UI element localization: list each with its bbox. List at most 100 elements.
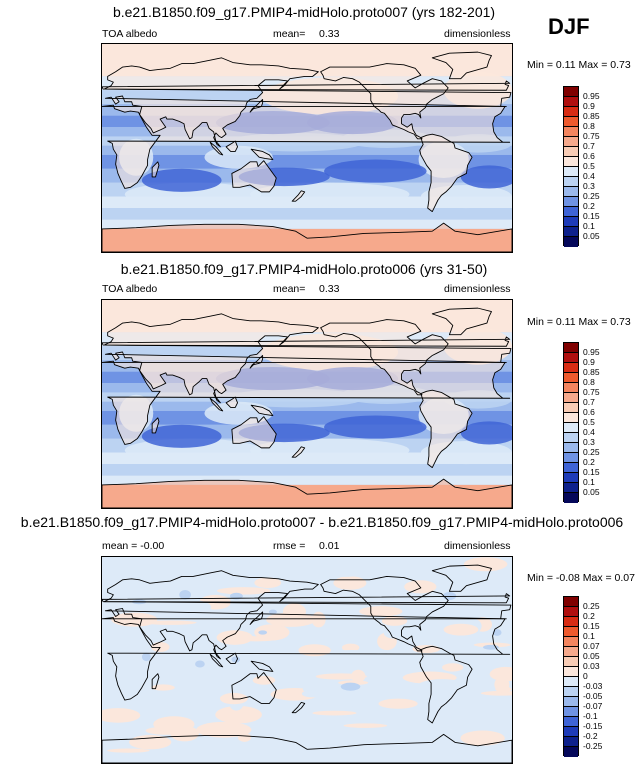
- colorbar-tick-label: 0.4: [583, 427, 595, 437]
- colorbar-swatch: [564, 343, 578, 353]
- land-antarctica: [102, 223, 512, 252]
- coastline-uk: [102, 336, 511, 347]
- colorbar-tick-label: 0.75: [583, 131, 600, 141]
- difference-patch: [231, 656, 240, 663]
- difference-patch: [102, 708, 141, 723]
- coastline-australia: [231, 160, 277, 193]
- land-south-america: [419, 134, 473, 212]
- coastline-australia: [231, 672, 277, 704]
- land-new-guinea: [251, 149, 273, 160]
- colorbar-swatch: [564, 373, 578, 383]
- difference-patch: [326, 650, 377, 657]
- colorbar-swatch: [564, 637, 578, 647]
- colorbar-tick-label: 0.3: [583, 181, 595, 191]
- colorbar-swatch: [564, 453, 578, 463]
- difference-patch: [494, 676, 510, 693]
- difference-patch: [216, 630, 253, 645]
- colorbar-swatch: [564, 177, 578, 187]
- colorbar-tick-label: 0.7: [583, 141, 595, 151]
- colorbar-tick-label: -0.03: [583, 681, 603, 691]
- difference-patch: [153, 716, 195, 733]
- coastline-borneo: [225, 396, 238, 408]
- colorbar-swatch: [564, 433, 578, 443]
- albedo-patch: [460, 165, 512, 189]
- colorbar-swatch: [564, 687, 578, 697]
- colorbar-swatch: [564, 463, 578, 473]
- colorbar-tick-label: 0.2: [583, 201, 595, 211]
- panel-3-range-text: Min = -0.08 Max = 0.07: [527, 572, 635, 584]
- colorbar-tick-label: 0.15: [583, 211, 600, 221]
- difference-patch: [343, 723, 388, 728]
- difference-patch: [372, 649, 397, 667]
- colorbar-swatch: [564, 97, 578, 107]
- difference-patch: [107, 748, 150, 753]
- colorbar-tick-label: 0: [583, 671, 588, 681]
- colorbar-swatch: [564, 483, 578, 493]
- colorbar-swatch: [564, 423, 578, 433]
- land-greenland: [432, 52, 492, 79]
- panel-2-variable-label: TOA albedo: [102, 283, 158, 295]
- colorbar-box: [563, 342, 579, 503]
- coastline-antarctica: [102, 478, 512, 508]
- colorbar-tick-label: 0.1: [583, 631, 595, 641]
- colorbar-tick-label: 0.6: [583, 151, 595, 161]
- colorbar-swatch: [564, 137, 578, 147]
- panel-2-units-label: dimensionless: [444, 283, 511, 295]
- coastline-sumatra: [209, 653, 224, 668]
- colorbar-swatch: [564, 677, 578, 687]
- coastline-uk: [102, 80, 511, 91]
- difference-patch: [492, 629, 502, 636]
- albedo-patch: [250, 438, 410, 462]
- difference-patch: [254, 577, 282, 589]
- colorbar-swatch: [564, 493, 578, 503]
- land-greenland: [432, 308, 492, 335]
- coastline-eurasia: [103, 570, 512, 660]
- colorbar-tick-label: 0.5: [583, 417, 595, 427]
- difference-patch: [480, 690, 512, 696]
- colorbar-tick-label: 0.7: [583, 397, 595, 407]
- colorbar-tick-label: 0.6: [583, 407, 595, 417]
- coastline-greenland: [431, 51, 492, 80]
- land-africa: [102, 105, 510, 189]
- colorbar-swatch: [564, 393, 578, 403]
- land-madagascar: [152, 417, 159, 433]
- colorbar-tick-label: 0.2: [583, 611, 595, 621]
- coastline-new-zealand: [291, 190, 306, 202]
- colorbar-tick-label: 0.9: [583, 357, 595, 367]
- difference-patch: [134, 592, 149, 597]
- land-borneo: [226, 397, 238, 408]
- difference-patch: [381, 616, 408, 626]
- colorbar-tick-label: 0.95: [583, 91, 600, 101]
- albedo-patch: [324, 415, 427, 439]
- land-uk: [102, 336, 510, 347]
- difference-patch: [196, 721, 252, 738]
- colorbar-tick-label: 0.15: [583, 467, 600, 477]
- difference-patch: [281, 718, 313, 725]
- colorbar-swatch: [564, 207, 578, 217]
- season-label: DJF: [548, 14, 590, 39]
- difference-patch: [208, 645, 248, 657]
- colorbar-tick-label: -0.07: [583, 701, 603, 711]
- difference-patch: [254, 624, 290, 641]
- panel-2-range-text: Min = 0.11 Max = 0.73: [527, 316, 631, 328]
- colorbar-tick-label: 0.15: [583, 621, 600, 631]
- panel-1-variable-label: TOA albedo: [102, 28, 158, 40]
- colorbar-tick-label: 0.05: [583, 231, 600, 241]
- coastlines: [102, 307, 512, 508]
- panel-3-mean-label: mean = -0.00: [102, 540, 165, 552]
- difference-patch: [463, 557, 508, 572]
- difference-patch: [268, 609, 277, 615]
- difference-patch: [416, 679, 469, 696]
- panel-1-range-text: Min = 0.11 Max = 0.73: [527, 59, 631, 71]
- difference-patch: [102, 649, 121, 666]
- difference-patch: [326, 564, 367, 577]
- panel-2-title: b.e21.B1850.f09_g17.PMIP4-midHolo.proto0…: [120, 261, 488, 277]
- colorbar-tick-label: 0.5: [583, 161, 595, 171]
- coastline-south-america: [419, 645, 473, 724]
- panel-3-title: b.e21.B1850.f09_g17.PMIP4-midHolo.proto0…: [20, 514, 624, 530]
- coastline-antarctica: [102, 733, 512, 763]
- coastlines: [102, 564, 512, 763]
- difference-patch: [147, 665, 187, 675]
- colorbar-tick-label: -0.05: [583, 691, 603, 701]
- panel-1-mean-value: 0.33: [319, 28, 340, 40]
